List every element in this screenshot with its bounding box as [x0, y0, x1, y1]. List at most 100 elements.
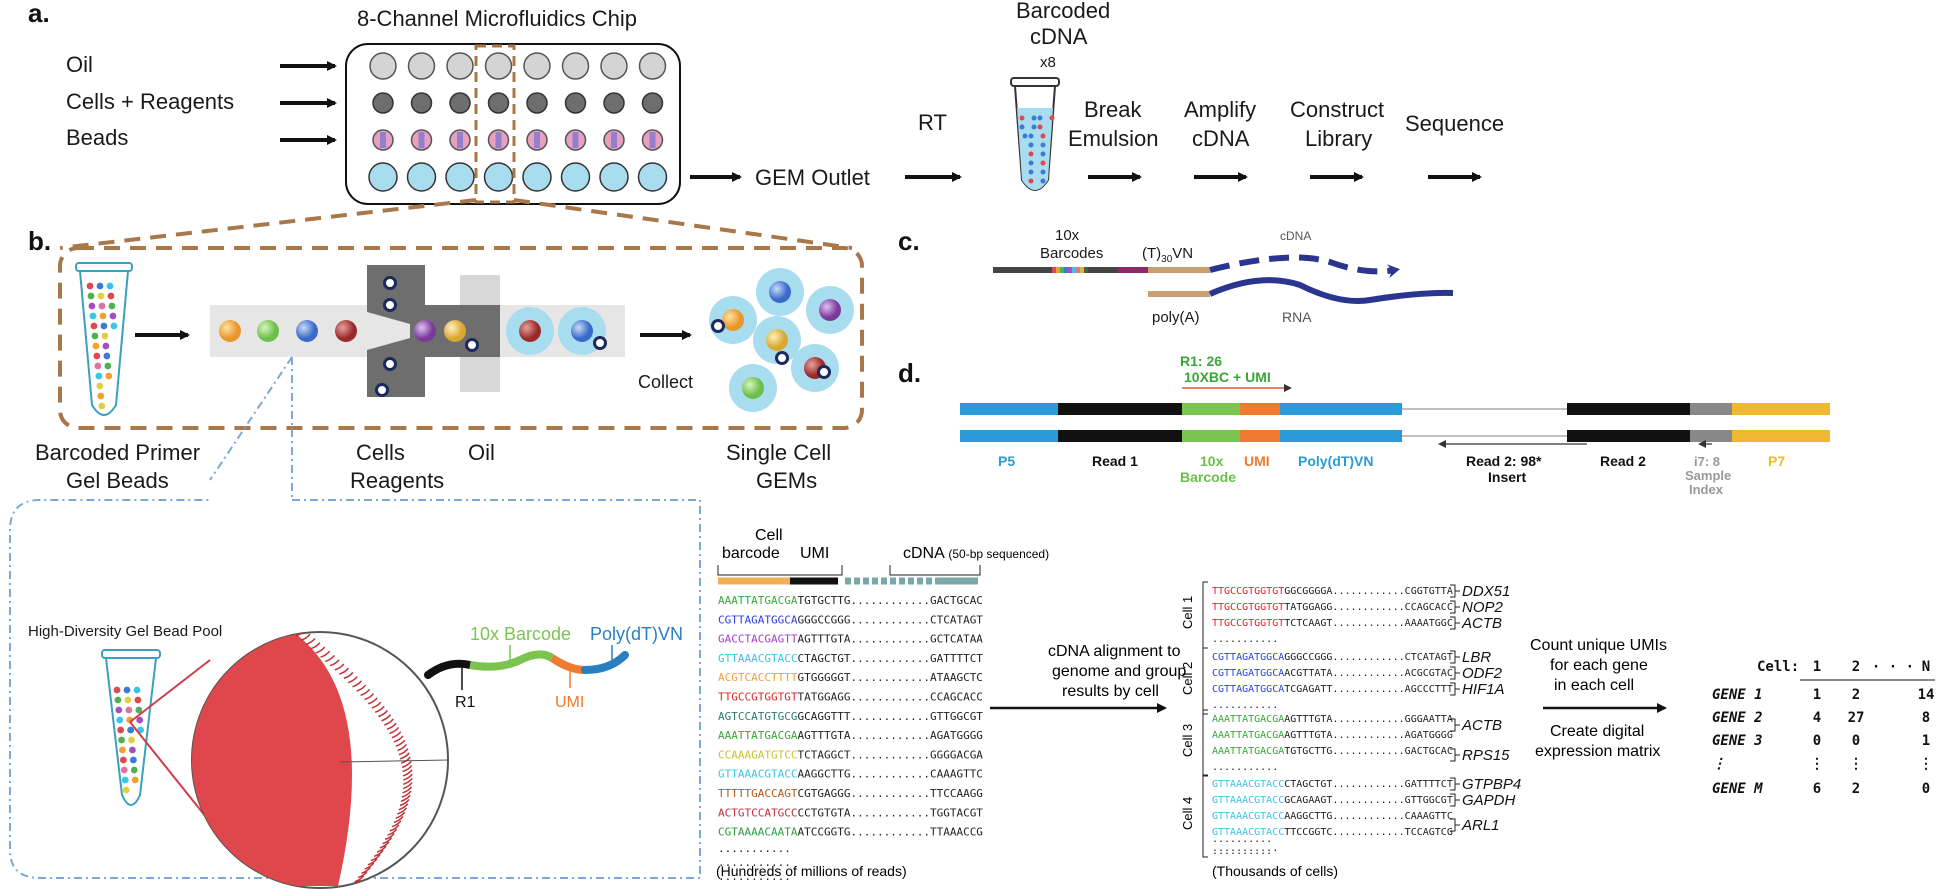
gel-bead-dot: [91, 332, 99, 340]
gel-bead-dot: [128, 736, 135, 744]
matrix-cell: ⋮: [1810, 756, 1824, 772]
cell-read-row: CGTTAGATGGCATCGAGATT............AGCCCTTT: [1212, 684, 1453, 695]
p7-label: P7: [1768, 453, 1785, 469]
gel-bead-dot: [135, 706, 143, 714]
gel-bead-dot: [100, 322, 108, 330]
matrix-header-label: Cell:: [1757, 659, 1799, 675]
bead: [766, 329, 788, 351]
input-beads-label: Beads: [66, 125, 128, 150]
polydt-label: Poly(dT)VN: [1298, 453, 1373, 469]
panel-label-b: b.: [28, 226, 51, 256]
cdna-dot: [1040, 133, 1046, 139]
gel-bead-dot: [93, 352, 101, 360]
library-segment: [1567, 403, 1690, 415]
library-segment: [1732, 430, 1830, 442]
cdna-dot: [1040, 142, 1046, 148]
barcode-stripe: [1064, 267, 1068, 273]
chip-well: [449, 92, 471, 114]
cell: [593, 336, 607, 350]
reagents-label: Reagents: [350, 468, 444, 493]
cell: [775, 351, 789, 365]
bead: [722, 309, 744, 331]
matrix-column-header: N: [1922, 659, 1930, 675]
chip-well: [603, 92, 625, 114]
x8-label: x8: [1040, 54, 1056, 71]
step-break-line2: Emulsion: [1068, 126, 1158, 151]
read-row: CCAAAGATGTCCTCTAGGCT............GGGGACGA: [718, 748, 983, 761]
panel-a: 8-Channel Microfluidics Chip Oil Cells +…: [66, 0, 1504, 205]
gene-label: ACTB: [1461, 615, 1502, 632]
chip-well: [445, 162, 475, 192]
panel-label-a: a.: [28, 0, 50, 28]
reads-section: Cell barcode UMI cDNA (50-bp sequenced) …: [716, 527, 1049, 883]
gel-bead-dot: [116, 716, 124, 724]
library-construct: [960, 403, 1830, 442]
primer-label-line2: Gel Beads: [66, 468, 169, 493]
gel-bead-dot: [118, 736, 125, 744]
cell-read-row: AAATTATGACGAAGTTTGTA............GGGAATTA: [1212, 714, 1453, 725]
align-line1: cDNA alignment to: [1048, 643, 1181, 660]
panel-d: R1: 26 10XBC + UMI P5 Read 1 10x Barcode…: [960, 353, 1830, 497]
cell-barcode-line1: Cell: [755, 527, 783, 544]
gel-bead-dot: [107, 292, 115, 300]
barcoded-cdna-line2: cDNA: [1030, 24, 1088, 49]
read-row: AGTCCATGTGCGGCAGGTTT............GTTGGCGT: [718, 710, 983, 723]
cell-group-label: Cell 1: [1180, 596, 1195, 629]
polya-label: poly(A): [1152, 309, 1200, 326]
cell: [711, 319, 725, 333]
cdna-header: cDNA (50-bp sequenced): [903, 545, 1049, 562]
cell-group-label: Cell 4: [1180, 797, 1195, 830]
count-step: Count unique UMIs for each gene in each …: [1530, 637, 1667, 760]
chip-well: [600, 52, 628, 80]
gel-bead-dot: [115, 706, 123, 714]
matrix-cell: 1: [1922, 733, 1930, 749]
input-oil-label: Oil: [66, 52, 93, 77]
read2-insert-line1: Read 2: 98*: [1466, 453, 1542, 469]
gel-bead-dot: [105, 372, 113, 380]
cell: [465, 338, 479, 352]
gene-label: ACTB: [1461, 717, 1502, 734]
chip-well: [446, 52, 474, 80]
read-row: GTTAAACGTACCAAGGCTTG............CAAAGTTC: [718, 768, 983, 781]
primer-label-line1: Barcoded Primer: [35, 440, 200, 465]
cell-group-label: Cell 2: [1180, 662, 1195, 695]
p5-label: P5: [998, 453, 1015, 469]
gel-bead-dot: [98, 302, 106, 310]
bead: [819, 299, 841, 321]
gel-bead-dot: [129, 746, 136, 754]
gel-bead-dot: [136, 716, 144, 724]
cell: [375, 383, 389, 397]
matrix-cell: 1: [1813, 687, 1821, 703]
cell: [817, 365, 831, 379]
read-row: ACTGTCCATGCCCCTGTGTA............TGGTACGT: [718, 806, 983, 819]
cdna-dot: [1040, 151, 1046, 157]
cell: [383, 276, 397, 290]
gel-bead-dot: [123, 686, 131, 694]
gel-bead-dot: [130, 766, 138, 774]
gel-bead-dot: [101, 332, 109, 340]
bead-pool-tube-icon: [101, 649, 161, 806]
align-line3: results by cell: [1062, 683, 1159, 700]
count-line4: Create digital: [1550, 723, 1644, 740]
matrix-cell: 14: [1918, 687, 1935, 703]
matrix-cell: 4: [1813, 710, 1821, 726]
read1-label: Read 1: [1092, 453, 1138, 469]
matrix-gene-label: GENE 2: [1712, 710, 1763, 726]
oligo-schematic: 10x Barcode Poly(dT)VN R1 UMI: [424, 624, 683, 711]
read-ellipsis: ...........: [718, 870, 791, 883]
oligo-umi-label: UMI: [555, 694, 584, 711]
chip-well: [407, 52, 436, 80]
cdna-dot: [1028, 178, 1034, 184]
gel-bead-dot: [117, 726, 125, 734]
gene-label: ARL1: [1461, 817, 1500, 834]
cell-read-row: GTTAAACGTACCAAGGCTTG............CAAAGTTC: [1212, 811, 1453, 822]
barcode-stripe: [1052, 267, 1056, 273]
barcoded-cdna-line1: Barcoded: [1016, 0, 1110, 23]
read-ellipsis: ...........: [718, 856, 791, 869]
read-row: ACGTCACCTTTTGTGGGGGT............ATAAGCTC: [718, 671, 983, 684]
cell-read-ellipsis: ...........: [1212, 634, 1278, 645]
chip-wells: [368, 52, 668, 192]
chip-well: [560, 162, 591, 192]
rt-label: RT: [918, 110, 947, 135]
bead-pool-label: High-Diversity Gel Bead Pool: [28, 623, 222, 640]
